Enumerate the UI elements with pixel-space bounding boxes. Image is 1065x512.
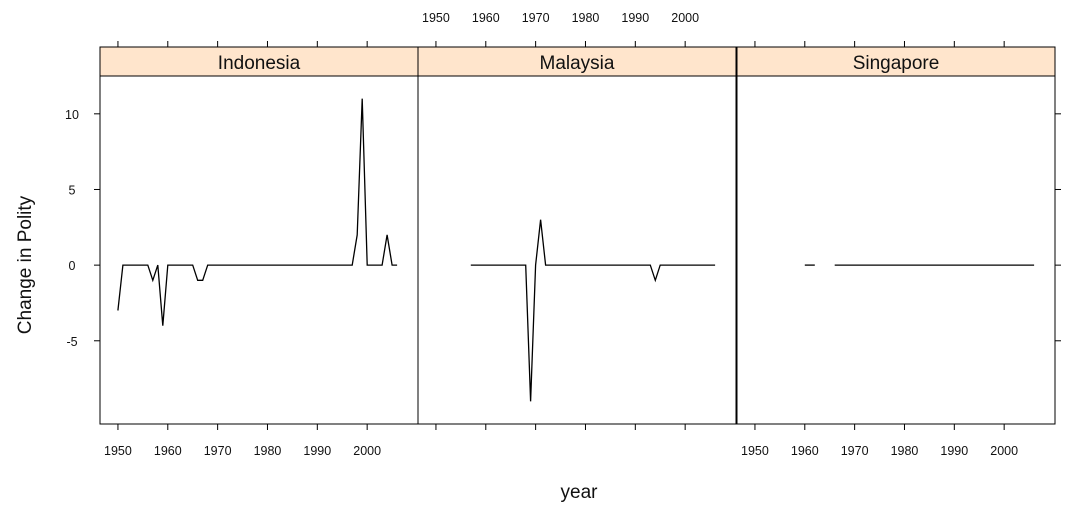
x-tick-label: 1960: [791, 444, 819, 458]
strip-indonesia: [99, 46, 419, 77]
x-tick-label: 1970: [522, 11, 550, 25]
x-tick-label: 2000: [671, 11, 699, 25]
y-axis-title: Change in Polity: [15, 195, 36, 334]
y-tick-label: 0: [69, 259, 76, 273]
tick-layer: 1950 1960 1970 1980 1990 2000 1950 1960 1970 1980…: [65, 11, 1061, 458]
panel-frame-malaysia: [417, 46, 737, 425]
x-tick-label: 1990: [940, 444, 968, 458]
x-tick-label: 2000: [353, 444, 381, 458]
x-tick-label: 1970: [204, 444, 232, 458]
x-tick-label: 1950: [104, 444, 132, 458]
strip-layer: Indonesia Malaysia Singapore: [99, 46, 1056, 77]
x-tick-label: 1950: [741, 444, 769, 458]
panel-frame-indonesia: [99, 46, 419, 425]
y-tick-label: 10: [65, 108, 79, 122]
x-tick-label: 1990: [621, 11, 649, 25]
x-tick-label: 1970: [841, 444, 869, 458]
x-tick-label: 1980: [891, 444, 919, 458]
panel-frames: [99, 46, 1056, 425]
strip-label-singapore: Singapore: [853, 53, 940, 74]
x-tick-label: 1960: [154, 444, 182, 458]
x-tick-label: 2000: [990, 444, 1018, 458]
strip-malaysia: [417, 46, 737, 77]
series-layer: [117, 98, 1035, 402]
x-tick-label: 1990: [303, 444, 331, 458]
x-tick-label: 1950: [422, 11, 450, 25]
strip-label-indonesia: Indonesia: [218, 53, 301, 74]
x-tick-label: 1980: [572, 11, 600, 25]
strip-label-malaysia: Malaysia: [540, 53, 615, 74]
x-tick-label: 1980: [254, 444, 282, 458]
y-tick-label: 5: [69, 183, 76, 197]
y-tick-label: -5: [66, 335, 77, 349]
x-axis-title: year: [561, 482, 599, 503]
series-line-indonesia: [117, 98, 398, 326]
series-line-malaysia: [470, 219, 716, 402]
x-tick-label: 1960: [472, 11, 500, 25]
panel-frame-singapore: [736, 46, 1056, 425]
